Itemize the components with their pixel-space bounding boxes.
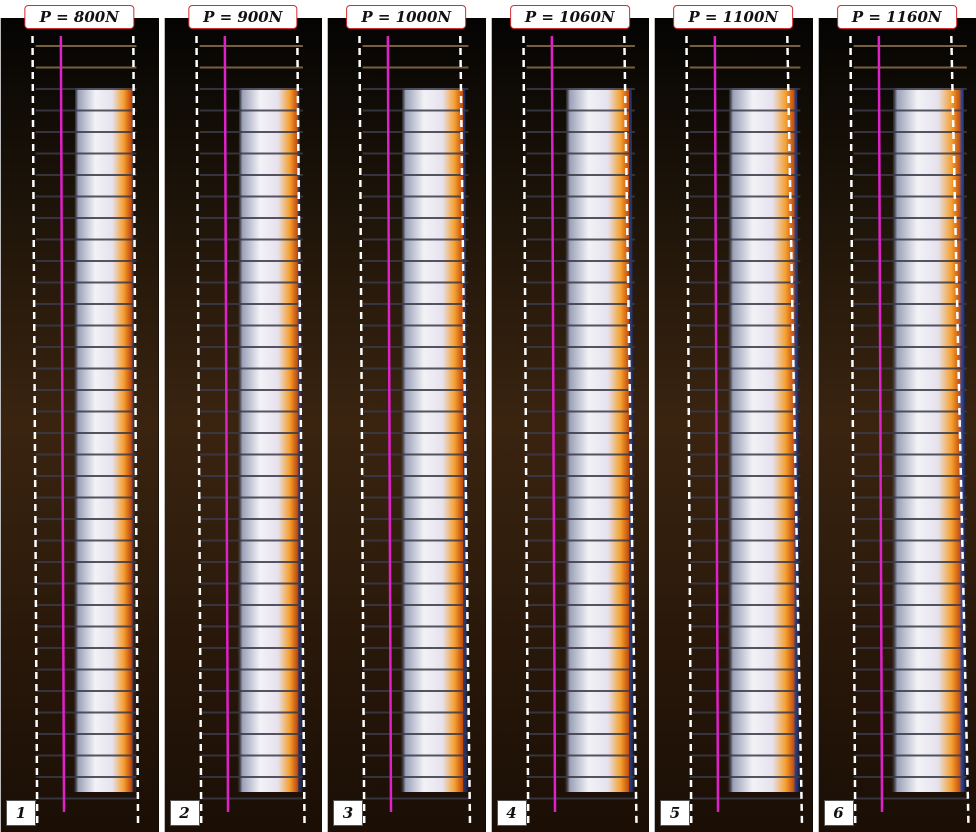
column-photo xyxy=(0,18,159,832)
column-photo xyxy=(327,18,486,832)
fringe-pattern xyxy=(400,88,469,792)
column-photo xyxy=(163,18,322,832)
panel-4: P = 1060N 4 xyxy=(490,0,649,832)
panel-number: 3 xyxy=(333,800,363,826)
load-label: P = 800N xyxy=(24,5,134,29)
column-photo xyxy=(490,18,649,832)
panel-number: 1 xyxy=(6,800,36,826)
load-label: P = 900N xyxy=(188,5,298,29)
panel-number: 5 xyxy=(660,800,690,826)
panel-3: P = 1000N 3 xyxy=(327,0,486,832)
panel-2: P = 900N 2 xyxy=(163,0,322,832)
reference-line xyxy=(877,35,883,813)
panel-5: P = 1100N 5 xyxy=(654,0,813,832)
panel-1: P = 800N 1 xyxy=(0,0,159,832)
fringe-pattern xyxy=(73,88,137,792)
load-label: P = 1160N xyxy=(836,5,957,29)
reference-line xyxy=(223,35,229,813)
panel-number: 4 xyxy=(496,800,527,826)
panel-number: 2 xyxy=(169,800,200,826)
load-label: P = 1060N xyxy=(509,5,630,29)
fringe-pattern xyxy=(236,88,303,792)
fringe-pattern xyxy=(890,88,967,792)
fringe-pattern xyxy=(563,88,635,792)
load-label: P = 1100N xyxy=(673,5,794,29)
panel-number: 6 xyxy=(823,800,854,826)
reference-line xyxy=(713,35,720,813)
fringe-pattern xyxy=(727,88,801,792)
reference-line xyxy=(386,35,393,813)
reference-line xyxy=(550,35,556,813)
column-photo xyxy=(654,18,813,832)
load-label: P = 1000N xyxy=(346,5,467,29)
panel-6: P = 1160N 6 xyxy=(817,0,976,832)
column-photo xyxy=(817,18,976,832)
reference-line xyxy=(59,35,66,813)
